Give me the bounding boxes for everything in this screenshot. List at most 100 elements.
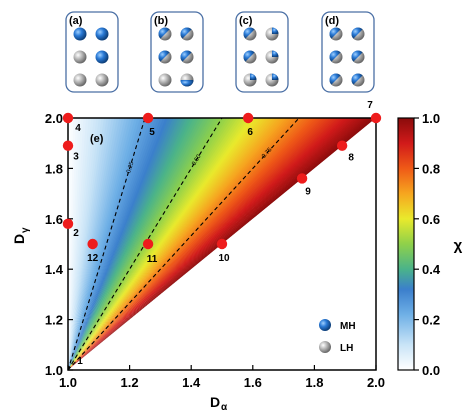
panel-d: (d) [321,11,375,93]
data-point-label: 3 [73,152,79,163]
data-point [216,238,228,250]
phase-diagram: 0.250.500.75 1.0 1.2 1.4 1.6 1.8 2.0 1.01.21.… [11,100,385,410]
x-tick-label: 1.4 [182,375,201,390]
data-point-label: 12 [87,253,99,264]
panel-b: (b) [150,11,204,93]
data-point [62,140,74,151]
panel-label: (c) [239,15,253,27]
data-point-label: 5 [149,127,155,138]
contour-line [67,117,146,371]
lh-sphere [158,73,172,87]
y-tick-label: 1.6 [45,212,63,227]
panel-e-label: (e) [90,133,104,145]
heatmap-fill [68,118,376,370]
data-point [370,112,382,124]
data-point [242,112,254,124]
panel-label: (d) [325,15,339,27]
mixed-sphere-cap [329,73,341,85]
y-tick-label: 1.8 [45,161,63,176]
panel-a: (a) [65,11,119,93]
colorbar-ticks: 0.0 0.2 0.4 0.6 0.8 1.0 [414,111,441,378]
colorbar-tick-label: 0.4 [422,262,441,277]
mixed-sphere-cap [180,80,194,87]
y-tick-label: 1.2 [45,313,63,328]
x-axis-title-subscript: α [221,402,228,410]
data-point-label: 8 [348,153,354,164]
x-axis-ticks: 1.0 1.2 1.4 1.6 1.8 2.0 [59,365,385,390]
legend-lh-marker [319,341,331,353]
contour-label: 0.50 [191,153,203,167]
y-axis-title: D γ [11,227,31,244]
y-axis-ticks: 1.0 1.2 1.4 1.6 1.8 2.0 [45,111,73,378]
mixed-sphere-cap [250,73,257,80]
data-point-label: 11 [147,254,158,265]
mixed-sphere-cap [158,50,170,62]
data-point [336,140,348,151]
panel-c: (c) [235,11,289,93]
data-point-label: 7 [367,100,373,111]
lh-sphere [73,73,87,87]
data-point-label: 2 [73,228,79,239]
data-point-label: 9 [305,186,311,197]
plot-frame [67,117,377,371]
y-tick-label: 1.4 [45,262,64,277]
colorbar: 0.0 0.2 0.4 0.6 0.8 1.0 χ [397,111,463,378]
contour-label: 0.25 [126,160,135,174]
y-axis-title-subscript: γ [20,227,31,233]
x-tick-label: 1.0 [59,375,77,390]
data-point-label: 10 [218,253,230,264]
data-point [142,112,154,124]
mixed-sphere-cap [158,27,170,39]
mixed-sphere-cap [329,27,341,39]
colorbar-tick-label: 1.0 [422,111,440,126]
mixed-sphere-cap [272,27,279,34]
legend-mh-label: MH [340,321,356,332]
y-tick-label: 2.0 [45,111,63,126]
colorbar-tick-label: 0.0 [422,363,440,378]
colorbar-tick-label: 0.2 [422,313,440,328]
data-point [62,218,74,230]
mixed-sphere-cap [329,50,341,62]
colorbar-gradient [397,117,415,371]
legend-lh-label: LH [340,343,353,354]
x-axis-title-main: D [210,394,220,410]
y-axis-title-main: D [11,234,27,244]
mixed-sphere-cap [272,50,279,57]
x-tick-label: 1.8 [305,375,323,390]
lh-sphere [73,50,87,64]
mixed-sphere-cap [243,27,255,39]
data-point [87,238,98,250]
legend: MH LH [319,319,356,354]
x-tick-label: 2.0 [367,375,385,390]
mixed-sphere-cap [351,50,363,62]
mh-sphere [95,50,109,64]
legend-mh-marker [319,319,331,331]
panel-label: (b) [154,15,168,27]
mh-sphere [73,27,87,41]
data-point [296,173,308,184]
x-tick-label: 1.2 [121,375,139,390]
data-point-label: 1 [77,356,83,367]
x-axis-title: D α [210,394,228,410]
data-point-label: 6 [247,127,253,138]
y-tick-label: 1.0 [45,363,63,378]
colorbar-title: χ [454,237,463,254]
mixed-sphere-cap [272,73,279,80]
mixed-sphere-cap [351,27,363,39]
mixed-sphere-cap [243,50,255,62]
mixed-sphere-cap [180,50,192,62]
colorbar-tick-label: 0.6 [422,212,440,227]
data-point [142,238,154,250]
lh-sphere [95,73,109,87]
data-point [62,112,74,124]
panel-label: (a) [69,15,83,27]
data-point-label: 4 [75,123,81,134]
colorbar-tick-label: 0.8 [422,161,440,176]
mh-sphere [95,27,109,41]
mixed-sphere-cap [351,73,363,85]
x-tick-label: 1.6 [244,375,262,390]
schematic-panels: (a) (b) (c) (d) [65,11,375,93]
contour-line [67,117,300,371]
